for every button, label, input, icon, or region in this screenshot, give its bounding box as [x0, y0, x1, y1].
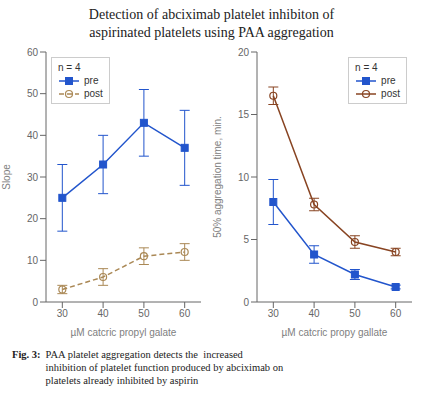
- svg-text:60: 60: [27, 47, 39, 58]
- svg-text:50% aggregation time, min.: 50% aggregation time, min.: [212, 116, 223, 238]
- svg-text:20: 20: [238, 47, 250, 58]
- svg-text:5: 5: [243, 234, 249, 245]
- svg-text:60: 60: [390, 308, 402, 319]
- html-text:pre: pre: [381, 75, 396, 86]
- html-text:post: post: [381, 88, 400, 99]
- svg-text:30: 30: [268, 308, 280, 319]
- svg-text:10: 10: [238, 172, 250, 183]
- svg-text:40: 40: [309, 308, 321, 319]
- svg-text:µM catcric propyl galate: µM catcric propyl galate: [71, 327, 177, 338]
- svg-text:Slope: Slope: [8, 164, 12, 190]
- html-text:post: post: [84, 88, 103, 99]
- html-text:PAA platelet aggregation detec: PAA platelet aggregation detects the inc…: [45, 349, 284, 386]
- html-text:pre: pre: [84, 75, 99, 86]
- html-text:n = 4: n = 4: [58, 62, 81, 73]
- svg-text:15: 15: [238, 109, 250, 120]
- svg-text:60: 60: [179, 308, 191, 319]
- svg-text:40: 40: [98, 308, 110, 319]
- svg-text:30: 30: [27, 172, 39, 183]
- svg-text:0: 0: [243, 297, 249, 308]
- svg-text:0: 0: [32, 297, 38, 308]
- html-text:aspirinated platelets using PA: aspirinated platelets using PAA aggregat…: [89, 25, 334, 40]
- svg-text:30: 30: [57, 308, 69, 319]
- html-text:n = 4: n = 4: [355, 62, 378, 73]
- svg-text:50: 50: [138, 308, 150, 319]
- svg-text:50: 50: [349, 308, 361, 319]
- svg-text:µM catcric propy gallate: µM catcric propy gallate: [282, 327, 388, 338]
- svg-text:50: 50: [27, 88, 39, 99]
- html-text:Fig. 3:: Fig. 3:: [12, 349, 41, 360]
- svg-text:20: 20: [27, 213, 39, 224]
- svg-text:40: 40: [27, 130, 39, 141]
- svg-text:10: 10: [27, 255, 39, 266]
- html-text:Detection of abciximab platele: Detection of abciximab platelet inhibito…: [88, 7, 335, 22]
